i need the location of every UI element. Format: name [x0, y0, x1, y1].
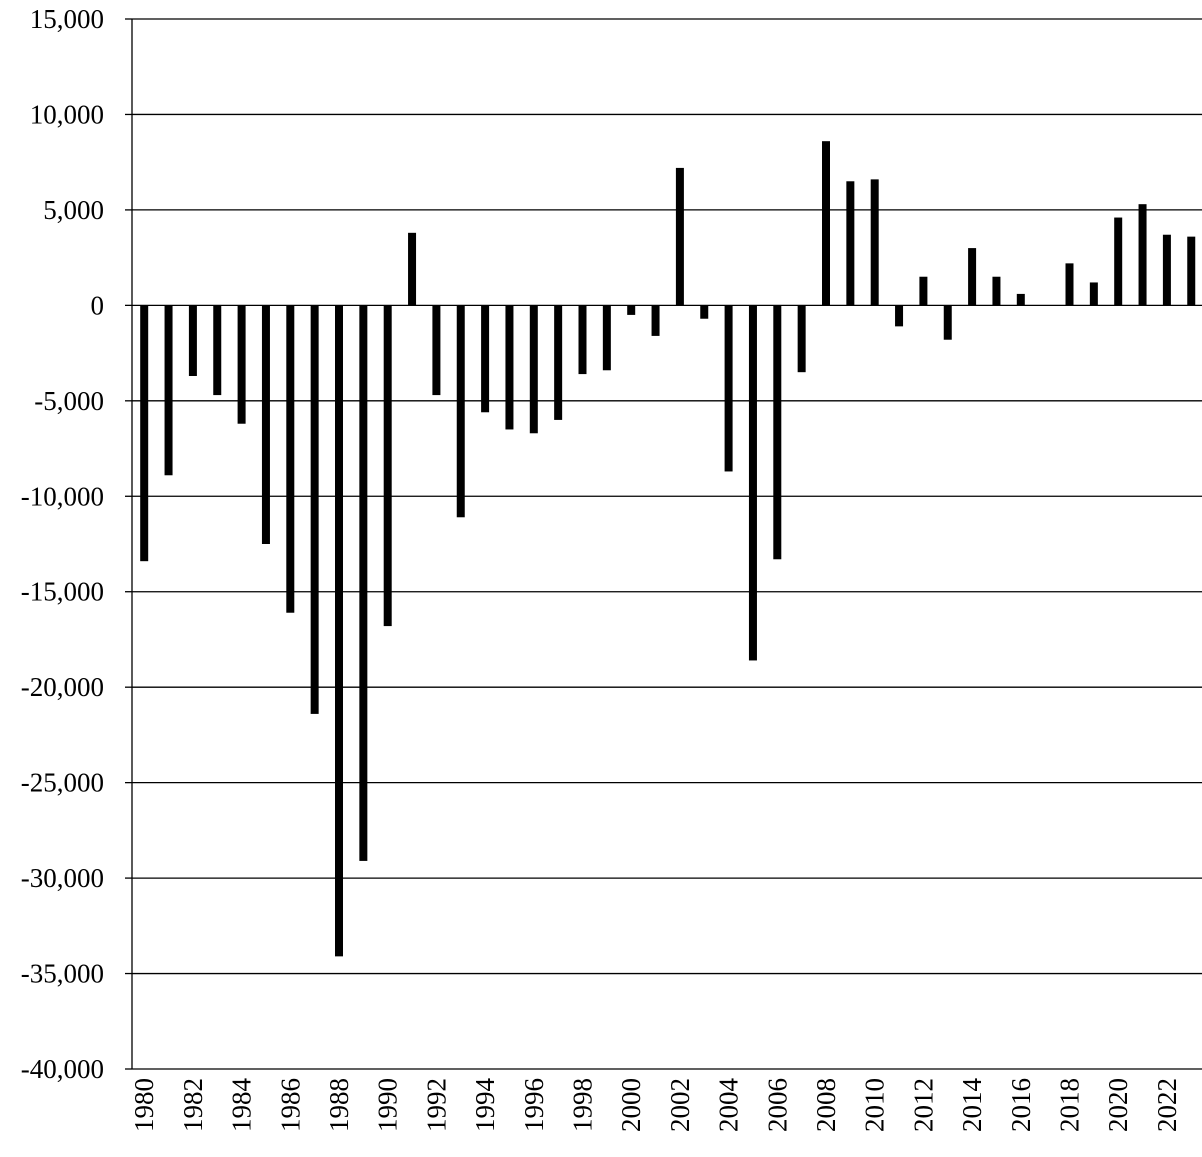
- y-tick-label-3: 0: [91, 290, 105, 320]
- bar-2000: [627, 305, 636, 315]
- x-tick-label-2004: 2004: [714, 1078, 744, 1133]
- bar-2022: [1162, 234, 1171, 306]
- x-tick-label-2006: 2006: [762, 1078, 792, 1132]
- x-tick-label-1990: 1990: [373, 1078, 403, 1132]
- bar-1981: [164, 305, 173, 476]
- bar-2018: [1065, 263, 1074, 306]
- bar-1997: [554, 305, 563, 420]
- bar-2020: [1114, 217, 1123, 306]
- bar-1995: [505, 305, 514, 430]
- x-tick-label-2020: 2020: [1103, 1078, 1133, 1132]
- x-tick-label-2018: 2018: [1055, 1078, 1085, 1132]
- x-tick-label-2022: 2022: [1152, 1078, 1182, 1132]
- gridlines: [132, 18, 1202, 975]
- bar-2002: [675, 167, 684, 306]
- bar-2011: [895, 305, 904, 327]
- x-tick-label-1986: 1986: [275, 1078, 305, 1132]
- bar-2015: [992, 276, 1001, 306]
- x-tick-label-1994: 1994: [470, 1078, 500, 1133]
- bar-1984: [237, 305, 246, 424]
- bar-2023: [1187, 236, 1196, 306]
- x-tick-label-1988: 1988: [324, 1078, 354, 1132]
- bar-1989: [359, 305, 368, 861]
- x-tick-label-2014: 2014: [957, 1078, 987, 1133]
- bar-1990: [383, 305, 392, 627]
- bar-2001: [651, 305, 660, 336]
- bar-1982: [188, 305, 197, 376]
- y-tick-label-6: -15,000: [21, 577, 104, 607]
- bar-2007: [797, 305, 806, 373]
- x-tick-label-1992: 1992: [421, 1078, 451, 1132]
- y-tick-label-10: -35,000: [21, 959, 104, 989]
- bar-1980: [140, 305, 149, 562]
- y-tick-label-11: -40,000: [21, 1054, 104, 1084]
- bar-1987: [310, 305, 319, 714]
- axes: [125, 18, 1202, 1070]
- x-tick-label-1982: 1982: [178, 1078, 208, 1132]
- bar-2004: [724, 305, 733, 472]
- y-tick-label-0: 15,000: [30, 4, 104, 34]
- bar-1994: [481, 305, 490, 413]
- x-tick-label-2012: 2012: [908, 1078, 938, 1132]
- bar-1988: [335, 305, 343, 957]
- y-tick-label-4: -5,000: [34, 386, 104, 416]
- bar-2013: [943, 305, 952, 340]
- bar-1983: [213, 305, 222, 396]
- bar-2019: [1089, 282, 1098, 306]
- bar-2008: [822, 141, 830, 306]
- x-tick-label-2000: 2000: [616, 1078, 646, 1132]
- bar-2009: [846, 181, 855, 306]
- bar-1992: [432, 305, 441, 396]
- y-tick-label-5: -10,000: [21, 481, 104, 511]
- bar-1993: [456, 305, 465, 518]
- bar-2005: [748, 305, 757, 661]
- y-tick-label-2: 5,000: [43, 195, 104, 225]
- bar-2014: [968, 248, 977, 306]
- bar-2010: [870, 179, 879, 306]
- bar-1996: [529, 305, 538, 434]
- bar-2016: [1016, 293, 1025, 306]
- bar-2021: [1138, 204, 1147, 306]
- bars: [140, 141, 1196, 957]
- x-tick-label-2008: 2008: [811, 1078, 841, 1132]
- y-tick-label-1: 10,000: [30, 99, 104, 129]
- bar-1999: [602, 305, 611, 371]
- x-tick-label-1998: 1998: [568, 1078, 598, 1132]
- y-tick-label-7: -20,000: [21, 672, 104, 702]
- y-tick-label-9: -30,000: [21, 863, 104, 893]
- y-tick-label-8: -25,000: [21, 768, 104, 798]
- bar-1998: [578, 305, 587, 375]
- bar-1986: [286, 305, 295, 613]
- bar-1991: [408, 232, 417, 306]
- bar-1985: [261, 305, 270, 544]
- x-tick-label-2016: 2016: [1006, 1078, 1036, 1132]
- y-axis-tick-labels: 15,000 10,000 5,000 0 -5,000 -10,000 -15,000 -2…: [21, 4, 104, 1084]
- x-tick-label-1980: 1980: [129, 1078, 159, 1132]
- x-tick-label-2002: 2002: [665, 1078, 695, 1132]
- bar-2012: [919, 276, 928, 306]
- x-tick-label-1996: 1996: [519, 1078, 549, 1132]
- x-tick-label-2010: 2010: [860, 1078, 890, 1132]
- bar-2003: [700, 305, 709, 319]
- bar-2006: [773, 305, 782, 560]
- x-axis-tick-labels: 1980 1982 1984 1986 1988 1990 1992 1994 1996 1998…: [129, 1078, 1182, 1133]
- x-tick-label-1984: 1984: [227, 1078, 257, 1133]
